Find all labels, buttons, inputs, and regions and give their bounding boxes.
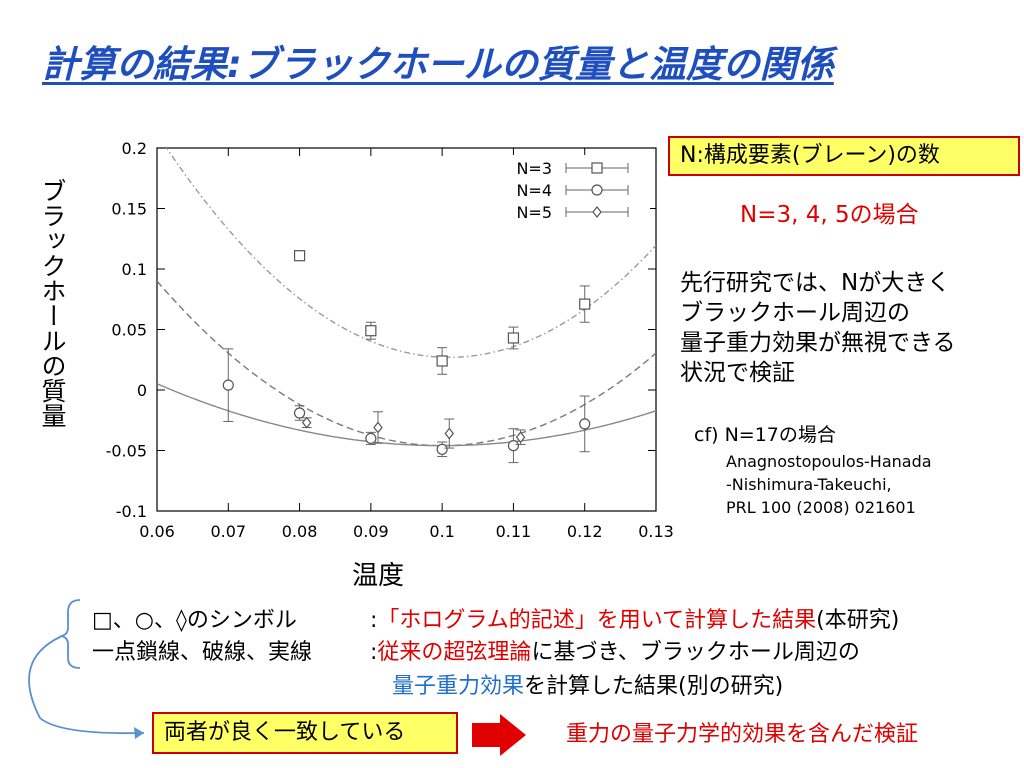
y-tick-label: -0.1 [116,502,147,521]
legend-marker [592,206,602,218]
x-tick-label: 0.12 [567,522,603,541]
x-axis-label: 温度 [352,561,405,591]
agreement-box: 両者が良く一致している [152,712,458,754]
prior-work-line: 量子重力効果が無視できる [680,330,956,356]
fit-curve-solid [157,383,656,447]
note-text: (本研究) [816,608,900,633]
y-tick-label: 0 [137,381,147,400]
data-point-n4 [507,440,520,452]
note-text: に基づき、ブラックホール周辺の [531,640,860,665]
note-highlight-red: 従来の超弦理論 [377,640,532,665]
n-definition-box: N:構成要素(ブレーン)の数 [668,136,1020,176]
prior-work-text: 先行研究では、Nが大きく ブラックホール周辺の 量子重力効果が無視できる 状況で… [680,268,956,388]
legend-label: N=4 [516,181,552,200]
x-tick-label: 0.11 [496,522,532,541]
data-point-n5 [301,416,312,429]
data-point-n4 [222,379,234,391]
legend-label: N=3 [516,159,552,178]
legend-marker [591,184,603,196]
prior-work-line: ブラックホール周辺の [680,300,910,326]
conclusion-text: 重力の量子力学的効果を含んだ検証 [566,722,919,747]
note-row-lines: 一点鎖線、破線、実線 [92,634,312,666]
reference-line: PRL 100 (2008) 021601 [726,498,916,517]
data-point-n5 [444,427,455,440]
reference-line: -Nishimura-Takeuchi, [726,475,892,494]
data-point-n4 [293,407,306,419]
data-point-n3 [436,355,448,367]
connector-arrow-head [134,727,144,739]
x-tick-label: 0.07 [210,522,246,541]
note-colon: : [370,608,378,633]
cf-line: cf) N=17の場合 [694,424,836,446]
y-tick-label: -0.05 [106,442,147,461]
x-tick-label: 0.08 [282,522,318,541]
note-label: 一点鎖線、破線、実線 [92,640,313,665]
connector-arrow-line [28,635,145,735]
x-tick-label: 0.06 [139,522,175,541]
note-row-lines-desc: :従来の超弦理論に基づき、ブラックホール周辺の [370,634,860,666]
note-highlight-blue: 量子重力効果 [392,674,525,699]
note-row-symbols-desc: :「ホログラム的記述」を用いて計算した結果(本研究) [370,602,899,634]
red-arrow-icon [472,714,526,756]
data-point-n3 [507,332,520,344]
legend-marker [591,162,603,174]
data-point-n4 [436,443,448,455]
data-point-n3 [579,298,591,310]
data-point-n4 [365,432,377,444]
reference-line: Anagnostopoulos-Hanada [726,452,932,471]
prior-work-line: 状況で検証 [680,360,795,386]
y-tick-label: 0.2 [122,139,147,158]
fit-curve-dash-dot [165,148,656,358]
note-row-lines-desc-2: 量子重力効果を計算した結果(別の研究) [392,668,783,700]
data-point-n5 [515,431,526,444]
y-tick-label: 0.05 [111,321,147,340]
brace-shape [59,599,81,669]
data-point-n5 [373,421,383,434]
note-highlight-red: 「ホログラム的記述」を用いて計算した結果 [377,608,817,633]
page-title: 計算の結果:ブラックホールの質量と温度の関係 [42,43,834,86]
note-row-symbols: □、○、◊のシンボル [92,602,297,634]
y-tick-label: 0.1 [122,260,147,279]
fit-curve-dashed [157,280,656,447]
note-text: を計算した結果(別の研究) [524,674,784,699]
y-axis-label: ブラックホールの質量 [38,178,67,428]
note-colon: : [370,640,378,665]
data-point-n3 [365,325,377,337]
reference-citation: Anagnostopoulos-Hanada -Nishimura-Takeuc… [726,450,932,519]
prior-work-line: 先行研究では、Nが大きく [680,270,951,296]
legend-label: N=5 [516,203,552,222]
y-tick-label: 0.15 [111,200,147,219]
n-cases-text: N=3, 4, 5の場合 [740,202,919,228]
x-tick-label: 0.09 [353,522,389,541]
note-label: □、○、◊のシンボル [92,608,297,633]
x-tick-label: 0.1 [429,522,454,541]
data-point-n4 [579,418,591,430]
x-tick-label: 0.13 [638,522,674,541]
data-point-n3 [293,250,306,262]
